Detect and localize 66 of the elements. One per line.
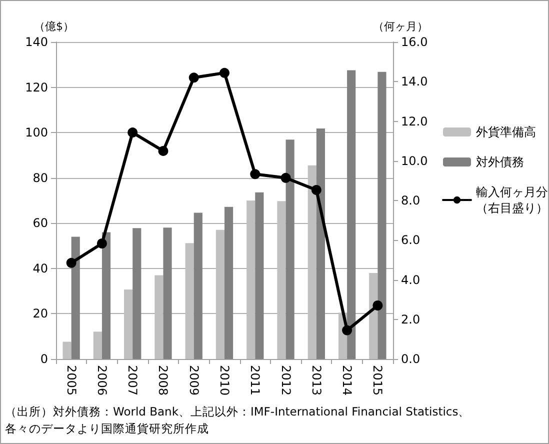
x-tick-label: 2010 xyxy=(218,365,232,396)
point xyxy=(220,68,230,78)
x-tick-label: 2007 xyxy=(126,365,140,396)
bar xyxy=(71,236,80,359)
y2-tick-label: 12.0 xyxy=(401,114,428,128)
legend-label: 輸入何ヶ月分（右目盛り） xyxy=(476,185,548,215)
legend-label: 外貨準備高 xyxy=(476,125,536,139)
y-tick-label: 60 xyxy=(32,216,48,230)
bar xyxy=(124,289,133,359)
point xyxy=(158,146,168,156)
y2-tick-label: 16.0 xyxy=(401,35,428,49)
y-tick-label: 140 xyxy=(25,35,48,49)
y-tick-label: 100 xyxy=(25,126,48,140)
y2-tick-label: 14.0 xyxy=(401,74,428,89)
bar xyxy=(286,140,294,359)
point xyxy=(66,258,76,268)
bar xyxy=(224,206,234,359)
point xyxy=(188,72,199,83)
bar xyxy=(369,272,378,359)
x-tick-label: 2012 xyxy=(278,365,293,396)
point xyxy=(372,300,383,311)
bar xyxy=(185,243,194,359)
bar xyxy=(347,70,356,359)
bar xyxy=(93,332,102,359)
bar xyxy=(316,128,325,359)
y-tick-label: 80 xyxy=(32,170,48,185)
point xyxy=(128,128,138,138)
bar xyxy=(246,200,256,359)
x-tick-label: 2011 xyxy=(248,365,262,396)
y2-tick-label: 2.0 xyxy=(401,312,420,326)
y-axis-title: （億$） xyxy=(34,20,74,33)
point xyxy=(342,325,352,336)
y2-tick-label: 4.0 xyxy=(401,272,420,287)
y2-tick-label: 8.0 xyxy=(401,194,420,208)
x-tick-label: 2006 xyxy=(94,365,109,396)
bar xyxy=(62,342,72,359)
y-tick-label: 0 xyxy=(40,352,48,366)
y-tick-label: 120 xyxy=(25,80,48,94)
point xyxy=(250,169,260,180)
y2-tick-label: 6.0 xyxy=(401,233,420,248)
point xyxy=(96,238,107,248)
y2-tick-label: 10.0 xyxy=(401,154,428,168)
bar xyxy=(277,201,286,359)
bar xyxy=(216,230,224,359)
bar xyxy=(255,192,264,359)
bar xyxy=(378,72,386,359)
x-tick-label: 2009 xyxy=(186,365,201,396)
x-tick-label: 2013 xyxy=(309,365,324,396)
bar xyxy=(163,228,172,359)
bar xyxy=(154,275,164,359)
text: （出所）対外債務：World Bank、上記以外：IMF-International Financial Statistics、各々のデータより国際通貨研究所作成 xyxy=(5,404,470,436)
y2-axis-title: （何ヶ月） xyxy=(373,20,428,33)
bar xyxy=(308,165,316,359)
bar xyxy=(194,212,202,359)
y-tick-label: 20 xyxy=(32,306,48,321)
x-tick-label: 2008 xyxy=(156,365,170,396)
legend-label: 対外債務 xyxy=(476,155,524,169)
y-tick-label: 40 xyxy=(32,261,48,276)
bar xyxy=(102,232,111,359)
x-tick-label: 2014 xyxy=(340,365,354,396)
y2-tick-label: 0.0 xyxy=(401,352,420,366)
x-tick-label: 2005 xyxy=(64,365,78,396)
x-tick-label: 2015 xyxy=(370,365,385,396)
point xyxy=(280,172,291,183)
bar xyxy=(132,228,142,359)
point xyxy=(311,185,322,195)
